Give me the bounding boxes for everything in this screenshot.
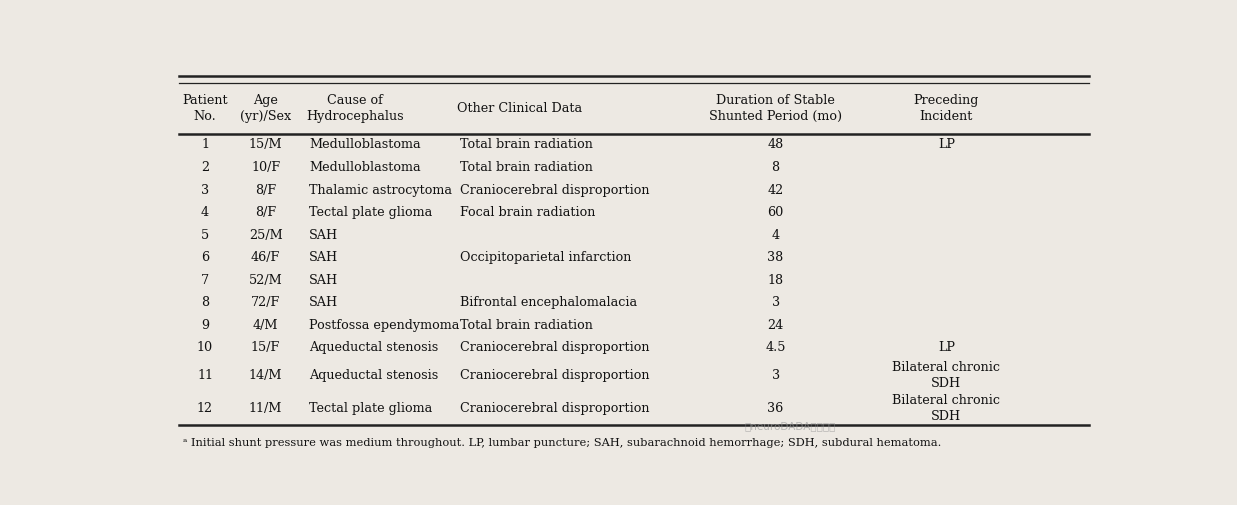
Text: Aqueductal stenosis: Aqueductal stenosis	[309, 341, 439, 355]
Text: 4: 4	[772, 229, 779, 242]
Text: ⓃneuroDADA神外笔记: ⓃneuroDADA神外笔记	[745, 421, 835, 431]
Text: LP: LP	[938, 138, 955, 152]
Text: Tectal plate glioma: Tectal plate glioma	[309, 206, 433, 219]
Text: 10: 10	[197, 341, 213, 355]
Text: Cause of
Hydrocephalus: Cause of Hydrocephalus	[307, 94, 404, 123]
Text: Occipitoparietal infarction: Occipitoparietal infarction	[460, 251, 631, 264]
Text: ᵃ Initial shunt pressure was medium throughout. LP, lumbar puncture; SAH, subara: ᵃ Initial shunt pressure was medium thro…	[183, 438, 941, 448]
Text: 36: 36	[767, 402, 784, 415]
Text: Preceding
Incident: Preceding Incident	[914, 94, 978, 123]
Text: Age
(yr)/Sex: Age (yr)/Sex	[240, 94, 291, 123]
Text: SAH: SAH	[309, 229, 339, 242]
Text: 7: 7	[200, 274, 209, 287]
Text: Medulloblastoma: Medulloblastoma	[309, 161, 421, 174]
Text: Focal brain radiation: Focal brain radiation	[460, 206, 595, 219]
Text: Craniocerebral disproportion: Craniocerebral disproportion	[460, 369, 649, 382]
Text: 3: 3	[200, 184, 209, 196]
Text: Bilateral chronic
SDH: Bilateral chronic SDH	[892, 394, 1001, 423]
Text: 38: 38	[767, 251, 784, 264]
Text: 4/M: 4/M	[252, 319, 278, 332]
Text: 5: 5	[200, 229, 209, 242]
Text: 1: 1	[200, 138, 209, 152]
Text: LP: LP	[938, 341, 955, 355]
Text: Total brain radiation: Total brain radiation	[460, 138, 593, 152]
Text: Craniocerebral disproportion: Craniocerebral disproportion	[460, 402, 649, 415]
Text: Total brain radiation: Total brain radiation	[460, 161, 593, 174]
Text: 8: 8	[200, 296, 209, 310]
Text: 11/M: 11/M	[249, 402, 282, 415]
Text: SAH: SAH	[309, 274, 339, 287]
Text: 72/F: 72/F	[251, 296, 281, 310]
Text: 11: 11	[197, 369, 213, 382]
Text: Craniocerebral disproportion: Craniocerebral disproportion	[460, 184, 649, 196]
Text: 12: 12	[197, 402, 213, 415]
Text: Craniocerebral disproportion: Craniocerebral disproportion	[460, 341, 649, 355]
Text: 3: 3	[772, 369, 779, 382]
Text: Medulloblastoma: Medulloblastoma	[309, 138, 421, 152]
Text: Patient
No.: Patient No.	[182, 94, 228, 123]
Text: 8/F: 8/F	[255, 184, 276, 196]
Text: 14/M: 14/M	[249, 369, 282, 382]
Text: Bifrontal encephalomalacia: Bifrontal encephalomalacia	[460, 296, 637, 310]
Text: 10/F: 10/F	[251, 161, 280, 174]
Text: 52/M: 52/M	[249, 274, 282, 287]
Text: Thalamic astrocytoma: Thalamic astrocytoma	[309, 184, 453, 196]
Text: 2: 2	[200, 161, 209, 174]
Text: Bilateral chronic
SDH: Bilateral chronic SDH	[892, 361, 1001, 390]
Text: 15/F: 15/F	[251, 341, 281, 355]
Text: Aqueductal stenosis: Aqueductal stenosis	[309, 369, 439, 382]
Text: SAH: SAH	[309, 296, 339, 310]
Text: Tectal plate glioma: Tectal plate glioma	[309, 402, 433, 415]
Text: Postfossa ependymoma: Postfossa ependymoma	[309, 319, 460, 332]
Text: 9: 9	[200, 319, 209, 332]
Text: Duration of Stable
Shunted Period (mo): Duration of Stable Shunted Period (mo)	[709, 94, 842, 123]
Text: 15/M: 15/M	[249, 138, 282, 152]
Text: 8: 8	[772, 161, 779, 174]
Text: 6: 6	[200, 251, 209, 264]
Text: 60: 60	[767, 206, 784, 219]
Text: Other Clinical Data: Other Clinical Data	[456, 102, 581, 115]
Text: 25/M: 25/M	[249, 229, 282, 242]
Text: 48: 48	[767, 138, 784, 152]
Text: 4: 4	[200, 206, 209, 219]
Text: 3: 3	[772, 296, 779, 310]
Text: 18: 18	[767, 274, 784, 287]
Text: 8/F: 8/F	[255, 206, 276, 219]
Text: 24: 24	[767, 319, 784, 332]
Text: 46/F: 46/F	[251, 251, 281, 264]
Text: 42: 42	[767, 184, 784, 196]
Text: SAH: SAH	[309, 251, 339, 264]
Text: 4.5: 4.5	[766, 341, 785, 355]
Text: Total brain radiation: Total brain radiation	[460, 319, 593, 332]
